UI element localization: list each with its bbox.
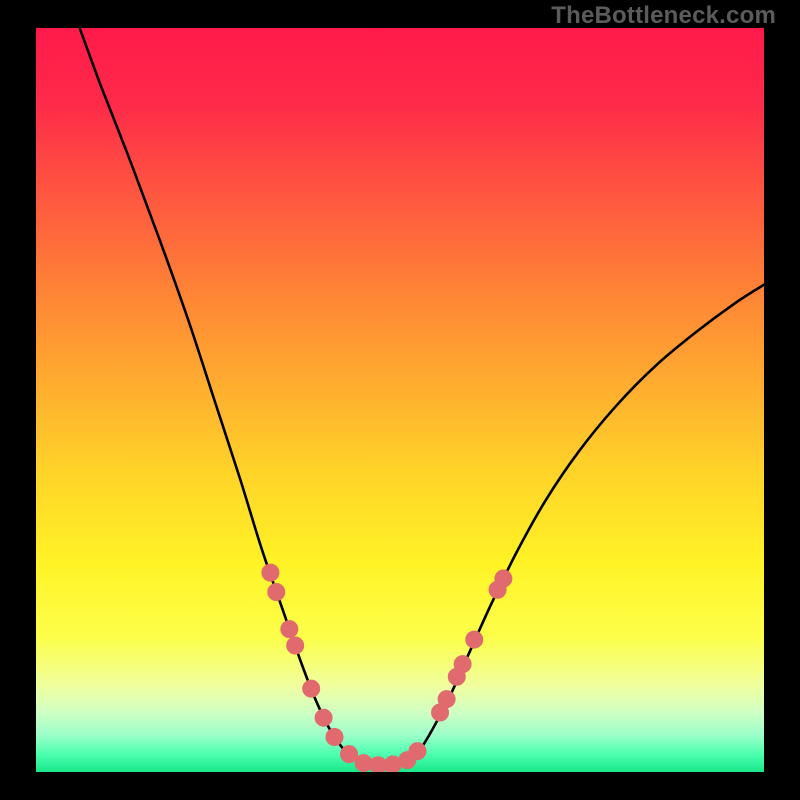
- curve-marker: [409, 743, 426, 760]
- chart-background: [36, 28, 764, 772]
- curve-marker: [466, 631, 483, 648]
- curve-marker: [438, 691, 455, 708]
- bottleneck-chart: [36, 28, 764, 772]
- watermark: TheBottleneck.com: [551, 2, 776, 30]
- curve-marker: [495, 570, 512, 587]
- curve-marker: [281, 621, 298, 638]
- curve-marker: [287, 637, 304, 654]
- curve-marker: [454, 656, 471, 673]
- curve-marker: [262, 564, 279, 581]
- curve-marker: [268, 583, 285, 600]
- curve-marker: [341, 746, 358, 763]
- curve-marker: [315, 709, 332, 726]
- curve-marker: [303, 680, 320, 697]
- curve-marker: [326, 729, 343, 746]
